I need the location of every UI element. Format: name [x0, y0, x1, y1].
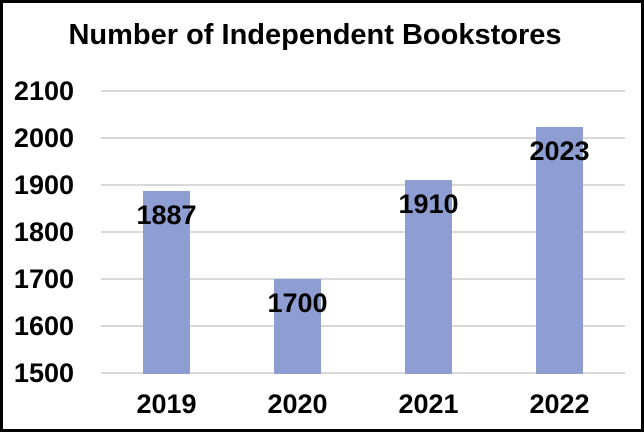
gridline [101, 278, 625, 280]
bar-value-label: 2023 [529, 136, 590, 167]
bar-value-label: 1700 [267, 288, 328, 318]
bar-2019 [143, 191, 190, 374]
gridline [101, 184, 625, 186]
gridline [101, 137, 625, 139]
bar-2021 [405, 180, 452, 374]
bar-value-label: 1910 [398, 189, 459, 220]
bar-2020 [274, 279, 321, 374]
bar-2022 [536, 127, 583, 374]
y-axis-tick-label: 2100 [13, 75, 74, 106]
x-axis-category-label: 2020 [267, 389, 328, 419]
x-axis-category-label: 2019 [136, 389, 197, 419]
gridline [101, 231, 625, 233]
x-axis-category-label: 2022 [529, 389, 590, 419]
y-axis-tick-label: 1900 [13, 169, 74, 200]
y-axis-tick-label: 1800 [13, 216, 74, 247]
bar-value-label: 1887 [136, 200, 197, 231]
y-axis-tick-label: 1600 [13, 310, 74, 341]
gridline [101, 372, 625, 374]
y-axis-tick-label: 1500 [13, 357, 74, 388]
y-axis-tick-label: 1700 [13, 263, 74, 294]
gridline [101, 325, 625, 327]
plot-area: 2100 2000 1900 1800 1700 1600 1500 1887 2019 1700… [3, 3, 641, 429]
gridline [101, 90, 625, 92]
x-axis-category-label: 2021 [398, 389, 459, 419]
y-axis-tick-label: 2000 [13, 122, 74, 153]
chart-title: Number of Independent Bookstores [68, 19, 562, 51]
